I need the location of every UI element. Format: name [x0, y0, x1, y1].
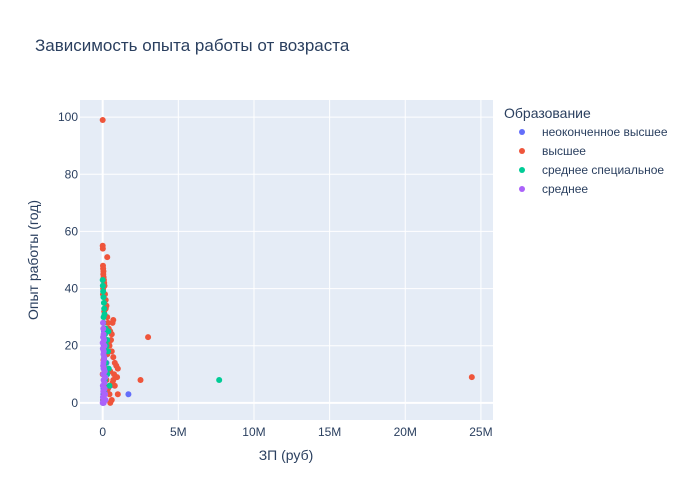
- legend-item[interactable]: неоконченное высшее: [519, 125, 668, 139]
- legend-label: высшее: [542, 144, 586, 158]
- axis-ticks: 0 5M 10M 15M 20M 25M 0 20 40 60 80 100: [58, 110, 493, 439]
- data-point: [107, 399, 114, 406]
- y-tick-label: 100: [58, 110, 78, 124]
- legend-item[interactable]: среднее специальное: [519, 163, 664, 177]
- data-point: [99, 345, 106, 352]
- y-tick-label: 0: [71, 396, 78, 410]
- data-point: [101, 305, 108, 312]
- data-point: [99, 245, 106, 252]
- data-point: [114, 391, 121, 398]
- data-point: [99, 339, 106, 346]
- legend-label: неоконченное высшее: [542, 125, 668, 139]
- data-point: [145, 334, 152, 341]
- legend-marker: [519, 148, 525, 154]
- data-point: [104, 319, 111, 326]
- y-tick-label: 20: [65, 339, 79, 353]
- data-point: [114, 365, 121, 372]
- legend-marker: [519, 129, 525, 135]
- x-tick-label: 20M: [394, 425, 417, 439]
- data-point: [468, 374, 475, 381]
- y-axis-label: Опыт работы (год): [25, 200, 41, 320]
- data-point: [101, 368, 108, 375]
- legend-title: Образование: [504, 105, 591, 121]
- x-tick-label: 0: [99, 425, 106, 439]
- plot-area: [80, 100, 493, 420]
- grid: [80, 100, 493, 420]
- data-point: [105, 328, 112, 335]
- y-tick-label: 60: [65, 224, 79, 238]
- x-tick-label: 5M: [170, 425, 187, 439]
- legend-item[interactable]: высшее: [519, 144, 586, 158]
- y-tick-label: 40: [65, 282, 79, 296]
- data-point: [100, 334, 107, 341]
- legend-marker: [519, 167, 525, 173]
- data-point: [99, 277, 106, 283]
- data-point: [106, 391, 113, 398]
- data-point: [104, 254, 111, 261]
- data-point: [125, 391, 132, 398]
- legend-marker: [519, 186, 525, 192]
- legend-label: среднее: [542, 182, 588, 196]
- data-point: [99, 282, 106, 289]
- legend-item[interactable]: среднее: [519, 182, 588, 196]
- data-point: [99, 319, 106, 326]
- data-point: [100, 294, 107, 301]
- data-point: [99, 117, 106, 123]
- data-point: [101, 379, 108, 386]
- data-point: [100, 357, 107, 363]
- data-point: [109, 319, 116, 326]
- data-point: [106, 382, 113, 389]
- data-point: [110, 354, 117, 361]
- data-point: [100, 314, 107, 321]
- data-point: [102, 374, 109, 381]
- y-tick-label: 80: [65, 167, 79, 181]
- data-point: [104, 348, 111, 355]
- data-point: [216, 377, 223, 383]
- data-point: [100, 299, 107, 306]
- data-point: [100, 288, 107, 295]
- data-point: [100, 325, 107, 332]
- x-tick-label: 25M: [469, 425, 492, 439]
- data-point: [100, 351, 107, 358]
- legend[interactable]: Образование неоконченное высшее высшее сре…: [504, 105, 668, 196]
- data-point: [100, 399, 107, 406]
- data-points: [99, 117, 475, 406]
- series-3: [99, 319, 109, 406]
- x-axis-label: ЗП (руб): [259, 447, 314, 463]
- data-point: [102, 391, 109, 398]
- x-tick-label: 10M: [242, 425, 265, 439]
- data-point: [101, 385, 108, 392]
- chart-title: Зависимость опыта работы от возраста: [35, 36, 350, 55]
- x-tick-label: 15M: [318, 425, 341, 439]
- data-point: [100, 362, 107, 369]
- legend-label: среднее специальное: [542, 163, 664, 177]
- data-point: [137, 377, 144, 383]
